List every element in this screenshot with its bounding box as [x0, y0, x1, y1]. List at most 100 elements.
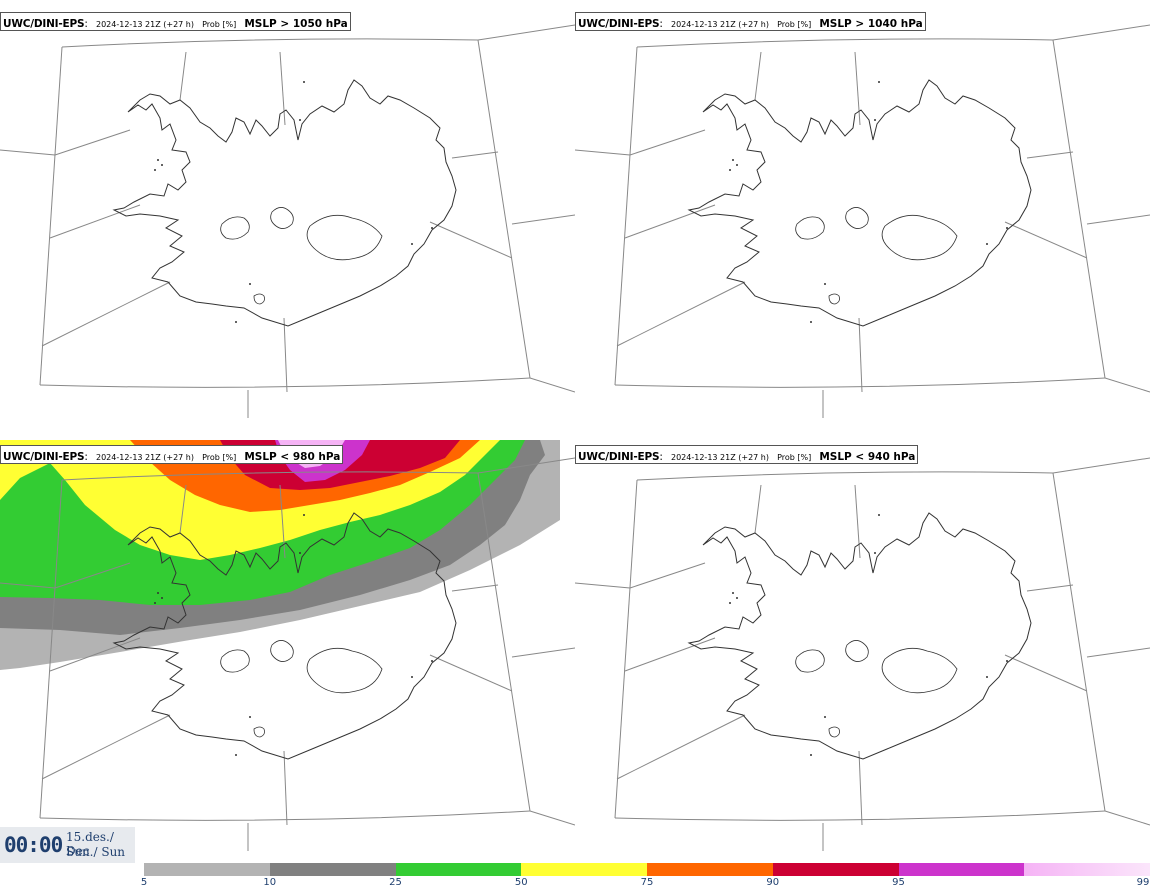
legend-tick-label: 50: [514, 877, 528, 888]
grid-line: [49, 204, 141, 239]
legend-tick-label: 90: [766, 877, 780, 888]
grid-line: [575, 149, 631, 156]
islet-dot: [824, 716, 826, 718]
lake-outline: [220, 216, 250, 240]
islet-dot: [729, 602, 731, 604]
islet-dot: [1006, 227, 1008, 229]
islet-dot: [736, 164, 738, 166]
run-info: 2024-12-13 21Z (+27 h): [96, 20, 194, 29]
threshold-label: MSLP < 940 hPa: [819, 451, 916, 463]
iceland-coastline: [687, 512, 1032, 760]
valid-time: 00:00: [4, 833, 63, 857]
grid-line: [858, 317, 863, 393]
grid-line: [624, 637, 716, 672]
prob-label: Prob [%]: [202, 20, 237, 29]
grid-line: [1052, 24, 1150, 41]
grid-line: [854, 484, 861, 559]
legend-tick-label: 5: [140, 877, 148, 888]
iceland-coastline: [112, 79, 457, 327]
lake-outline: [828, 726, 840, 738]
grid-line: [179, 484, 187, 534]
grid-line: [616, 714, 746, 780]
lake-outline: [795, 649, 825, 673]
grid-line: [575, 582, 631, 589]
valid-time-box: 00:00 15.des./ Dec Sun./ Sun: [0, 827, 135, 863]
lake-outline: [253, 293, 265, 305]
map-canvas: [0, 440, 575, 851]
grid-line: [39, 46, 63, 386]
grid-line: [179, 51, 187, 101]
valid-day: Sun./ Sun: [66, 845, 126, 859]
islet-dot: [154, 602, 156, 604]
grid-line: [1004, 654, 1088, 692]
grid-line: [283, 317, 288, 393]
iceland-coastline: [687, 79, 1032, 327]
grid-line: [477, 39, 531, 379]
grid-line: [39, 810, 531, 821]
grid-line: [54, 129, 131, 156]
map-canvas: [575, 457, 1150, 851]
model-name: UWC/DINI-EPS: [3, 18, 85, 30]
lake-outline: [220, 649, 250, 673]
islet-dot: [235, 754, 237, 756]
grid-line: [614, 479, 638, 819]
legend-swatch: [269, 863, 396, 876]
lake-outline: [881, 647, 958, 694]
islet-dot: [824, 283, 826, 285]
grid-line: [429, 654, 513, 692]
islet-dot: [1006, 660, 1008, 662]
grid-line: [39, 479, 63, 819]
model-name: UWC/DINI-EPS: [578, 451, 660, 463]
grid-line: [429, 221, 513, 259]
model-name: UWC/DINI-EPS: [578, 18, 660, 30]
grid-line: [529, 810, 575, 826]
islet-dot: [299, 119, 301, 121]
islet-dot: [157, 592, 159, 594]
run-info: 2024-12-13 21Z (+27 h): [96, 453, 194, 462]
islet-dot: [235, 321, 237, 323]
islet-dot: [411, 243, 413, 245]
islet-dot: [157, 159, 159, 161]
lake-outline: [253, 726, 265, 738]
islet-dot: [878, 514, 880, 516]
grid-line: [1052, 472, 1106, 812]
grid-line: [858, 750, 863, 826]
islet-dot: [874, 552, 876, 554]
legend-swatch: [898, 863, 1025, 876]
islet-dot: [249, 716, 251, 718]
prob-label: Prob [%]: [202, 453, 237, 462]
grid-line: [1026, 584, 1074, 592]
valid-date: 15.des./ Dec: [66, 830, 114, 858]
grid-line: [451, 584, 499, 592]
grid-line: [279, 484, 286, 559]
map-panel-mslp-gt-1050: UWC/DINI-EPS: 2024-12-13 21Z (+27 h) Pro…: [0, 0, 575, 425]
grid-line: [511, 214, 575, 225]
grid-line: [624, 204, 716, 239]
lake-outline: [270, 640, 294, 662]
grid-line: [279, 51, 286, 126]
lake-outline: [306, 214, 383, 261]
legend-swatch: [772, 863, 899, 876]
panel-title: UWC/DINI-EPS: 2024-12-13 21Z (+27 h) Pro…: [0, 12, 351, 31]
legend-tick-label: 75: [640, 877, 654, 888]
legend-swatch: [1024, 863, 1150, 876]
run-info: 2024-12-13 21Z (+27 h): [671, 453, 769, 462]
islet-dot: [299, 552, 301, 554]
panel-title: UWC/DINI-EPS: 2024-12-13 21Z (+27 h) Pro…: [0, 445, 344, 464]
islet-dot: [729, 169, 731, 171]
legend-swatch: [144, 863, 271, 876]
legend-tick-label: 95: [892, 877, 905, 888]
grid-line: [614, 46, 638, 386]
grid-line: [636, 38, 1054, 48]
grid-line: [477, 24, 575, 41]
islet-dot: [986, 676, 988, 678]
grid-line: [1052, 39, 1106, 379]
prob-label: Prob [%]: [777, 20, 812, 29]
grid-line: [754, 484, 762, 534]
grid-line: [616, 281, 746, 347]
islet-dot: [411, 676, 413, 678]
islet-dot: [431, 227, 433, 229]
grid-line: [754, 51, 762, 101]
grid-line: [511, 647, 575, 658]
islet-dot: [878, 81, 880, 83]
